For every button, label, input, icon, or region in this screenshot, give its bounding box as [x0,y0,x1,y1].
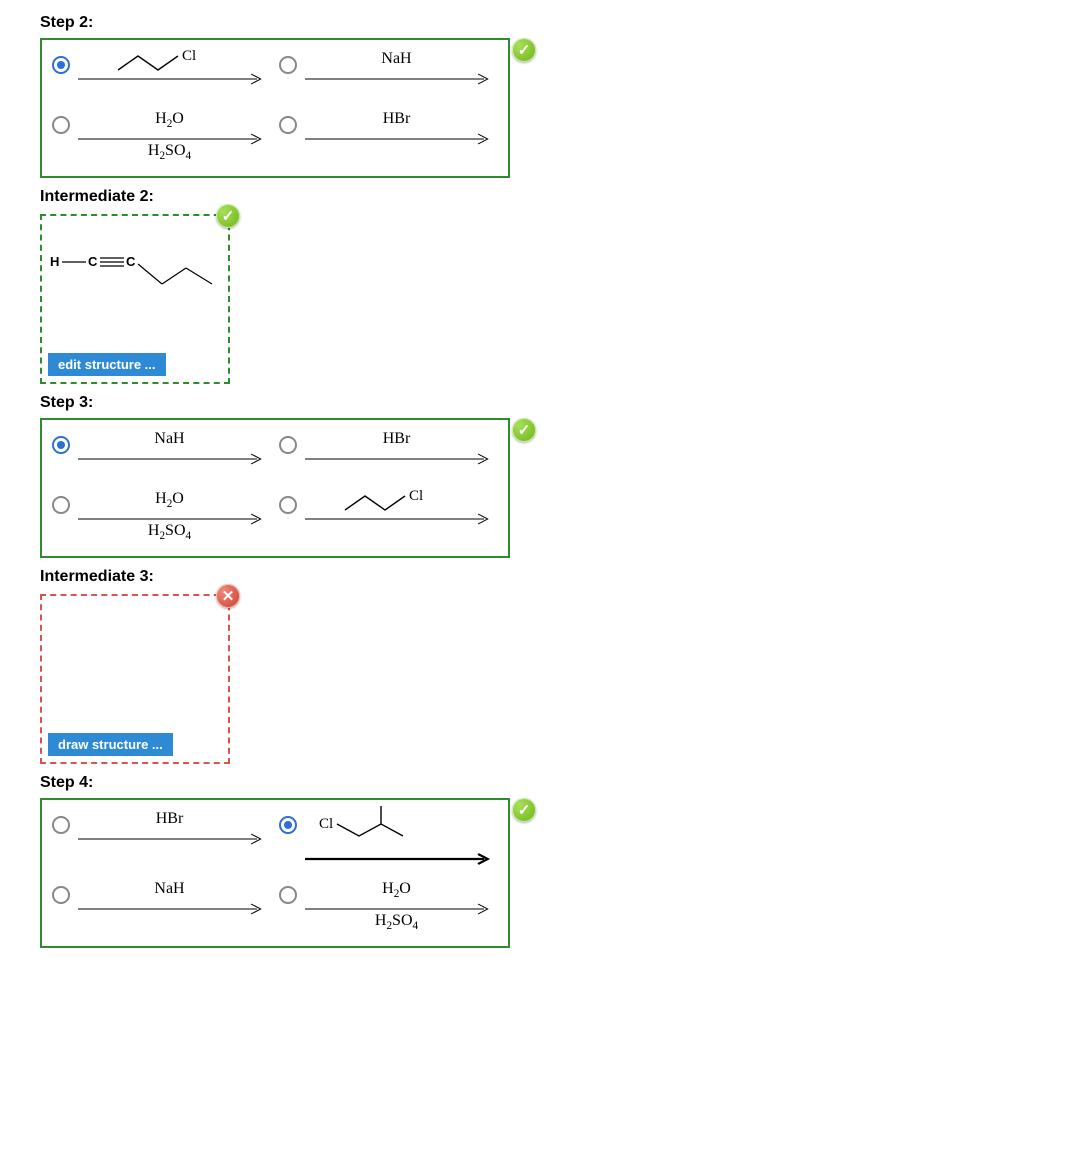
reaction-arrow [78,902,269,916]
option-body: Cl [78,48,275,108]
reaction-arrow [78,452,269,466]
radio[interactable] [279,496,297,514]
choice-option[interactable]: NaH [48,878,275,938]
radio[interactable] [52,816,70,834]
option-body: HBr [305,428,502,488]
step2-choice-box: ✓ Cl NaH H2OH2SO4 HBr [40,38,510,178]
svg-text:Cl: Cl [182,48,196,64]
step4-label: Step 4: [40,774,1080,792]
draw-structure-button[interactable]: draw structure ... [48,733,173,756]
step2-label: Step 2: [40,14,1080,32]
choice-option[interactable]: H2O H2SO4 [275,878,502,938]
structure-canvas: H C C [42,216,228,354]
choice-row: Cl NaH [48,48,502,108]
edit-structure-button[interactable]: edit structure ... [48,353,166,376]
reaction-arrow [305,452,496,466]
reagent-top: NaH [78,430,261,448]
choice-option[interactable]: HBr [275,428,502,488]
structure-canvas [42,596,228,734]
step3-label: Step 3: [40,394,1080,412]
option-body: Cl [305,488,502,548]
choice-option[interactable]: H2O H2SO4 [48,488,275,548]
option-body: NaH [305,48,502,108]
svg-text:Cl: Cl [409,488,423,504]
choice-option[interactable]: NaH [275,48,502,108]
reaction-arrow [305,852,496,866]
reagent-top: NaH [78,880,261,898]
option-body: H2O H2SO4 [305,878,502,938]
reagent-top: H2O [78,110,261,130]
radio[interactable] [52,56,70,74]
radio[interactable] [279,116,297,134]
intermediate3-structure-box: draw structure ...✕ [40,594,230,764]
check-icon: ✓ [512,38,536,62]
choice-option[interactable]: H2O H2SO4 [48,108,275,168]
step3-choice-box: ✓ NaH HBr H2OH2SO4 Cl [40,418,510,558]
radio[interactable] [279,436,297,454]
choice-row: H2O H2SO4 Cl [48,488,502,548]
radio[interactable] [52,886,70,904]
reagent-top: NaH [305,50,488,68]
option-body: NaH [78,428,275,488]
choice-row: HBr Cl [48,808,502,878]
radio[interactable] [279,816,297,834]
intermediate2-structure-box: H C C edit structure ...✓ [40,214,230,384]
choice-option[interactable]: HBr [275,108,502,168]
svg-text:C: C [126,254,136,269]
option-body: NaH [78,878,275,938]
intermediate2-label: Intermediate 2: [40,188,1080,206]
reagent-molecule: Cl [78,50,261,76]
reagent-top: HBr [78,810,261,828]
step4-choice-box: ✓ HBr Cl NaH H2OH2SO4 [40,798,510,948]
reaction-arrow [305,132,496,146]
choice-option[interactable]: Cl [48,48,275,108]
check-icon: ✓ [216,204,240,228]
svg-text:C: C [88,254,98,269]
choice-row: NaH HBr [48,428,502,488]
reagent-bottom: H2SO4 [78,522,261,542]
option-body: H2O H2SO4 [78,488,275,548]
radio[interactable] [52,436,70,454]
option-body: HBr [78,808,275,868]
reagent-top: H2O [78,490,261,510]
choice-row: H2O H2SO4 HBr [48,108,502,168]
intermediate3-label: Intermediate 3: [40,568,1080,586]
choice-option[interactable]: Cl [275,808,502,878]
svg-text:Cl: Cl [319,816,333,832]
reaction-arrow [305,72,496,86]
reagent-top: HBr [305,430,488,448]
radio[interactable] [279,886,297,904]
option-body: Cl [305,808,502,878]
svg-text:H: H [50,254,59,269]
x-icon: ✕ [216,584,240,608]
choice-row: NaH H2O H2SO4 [48,878,502,938]
option-body: H2O H2SO4 [78,108,275,168]
choice-option[interactable]: HBr [48,808,275,868]
choice-option[interactable]: NaH [48,428,275,488]
radio[interactable] [279,56,297,74]
reagent-bottom: H2SO4 [305,912,488,932]
check-icon: ✓ [512,798,536,822]
radio[interactable] [52,116,70,134]
reaction-arrow [78,832,269,846]
reagent-top: HBr [305,110,488,128]
radio[interactable] [52,496,70,514]
choice-option[interactable]: Cl [275,488,502,548]
reagent-molecule: Cl [305,810,492,850]
reagent-bottom: H2SO4 [78,142,261,162]
reagent-molecule: Cl [305,490,488,516]
check-icon: ✓ [512,418,536,442]
option-body: HBr [305,108,502,168]
reagent-top: H2O [305,880,488,900]
